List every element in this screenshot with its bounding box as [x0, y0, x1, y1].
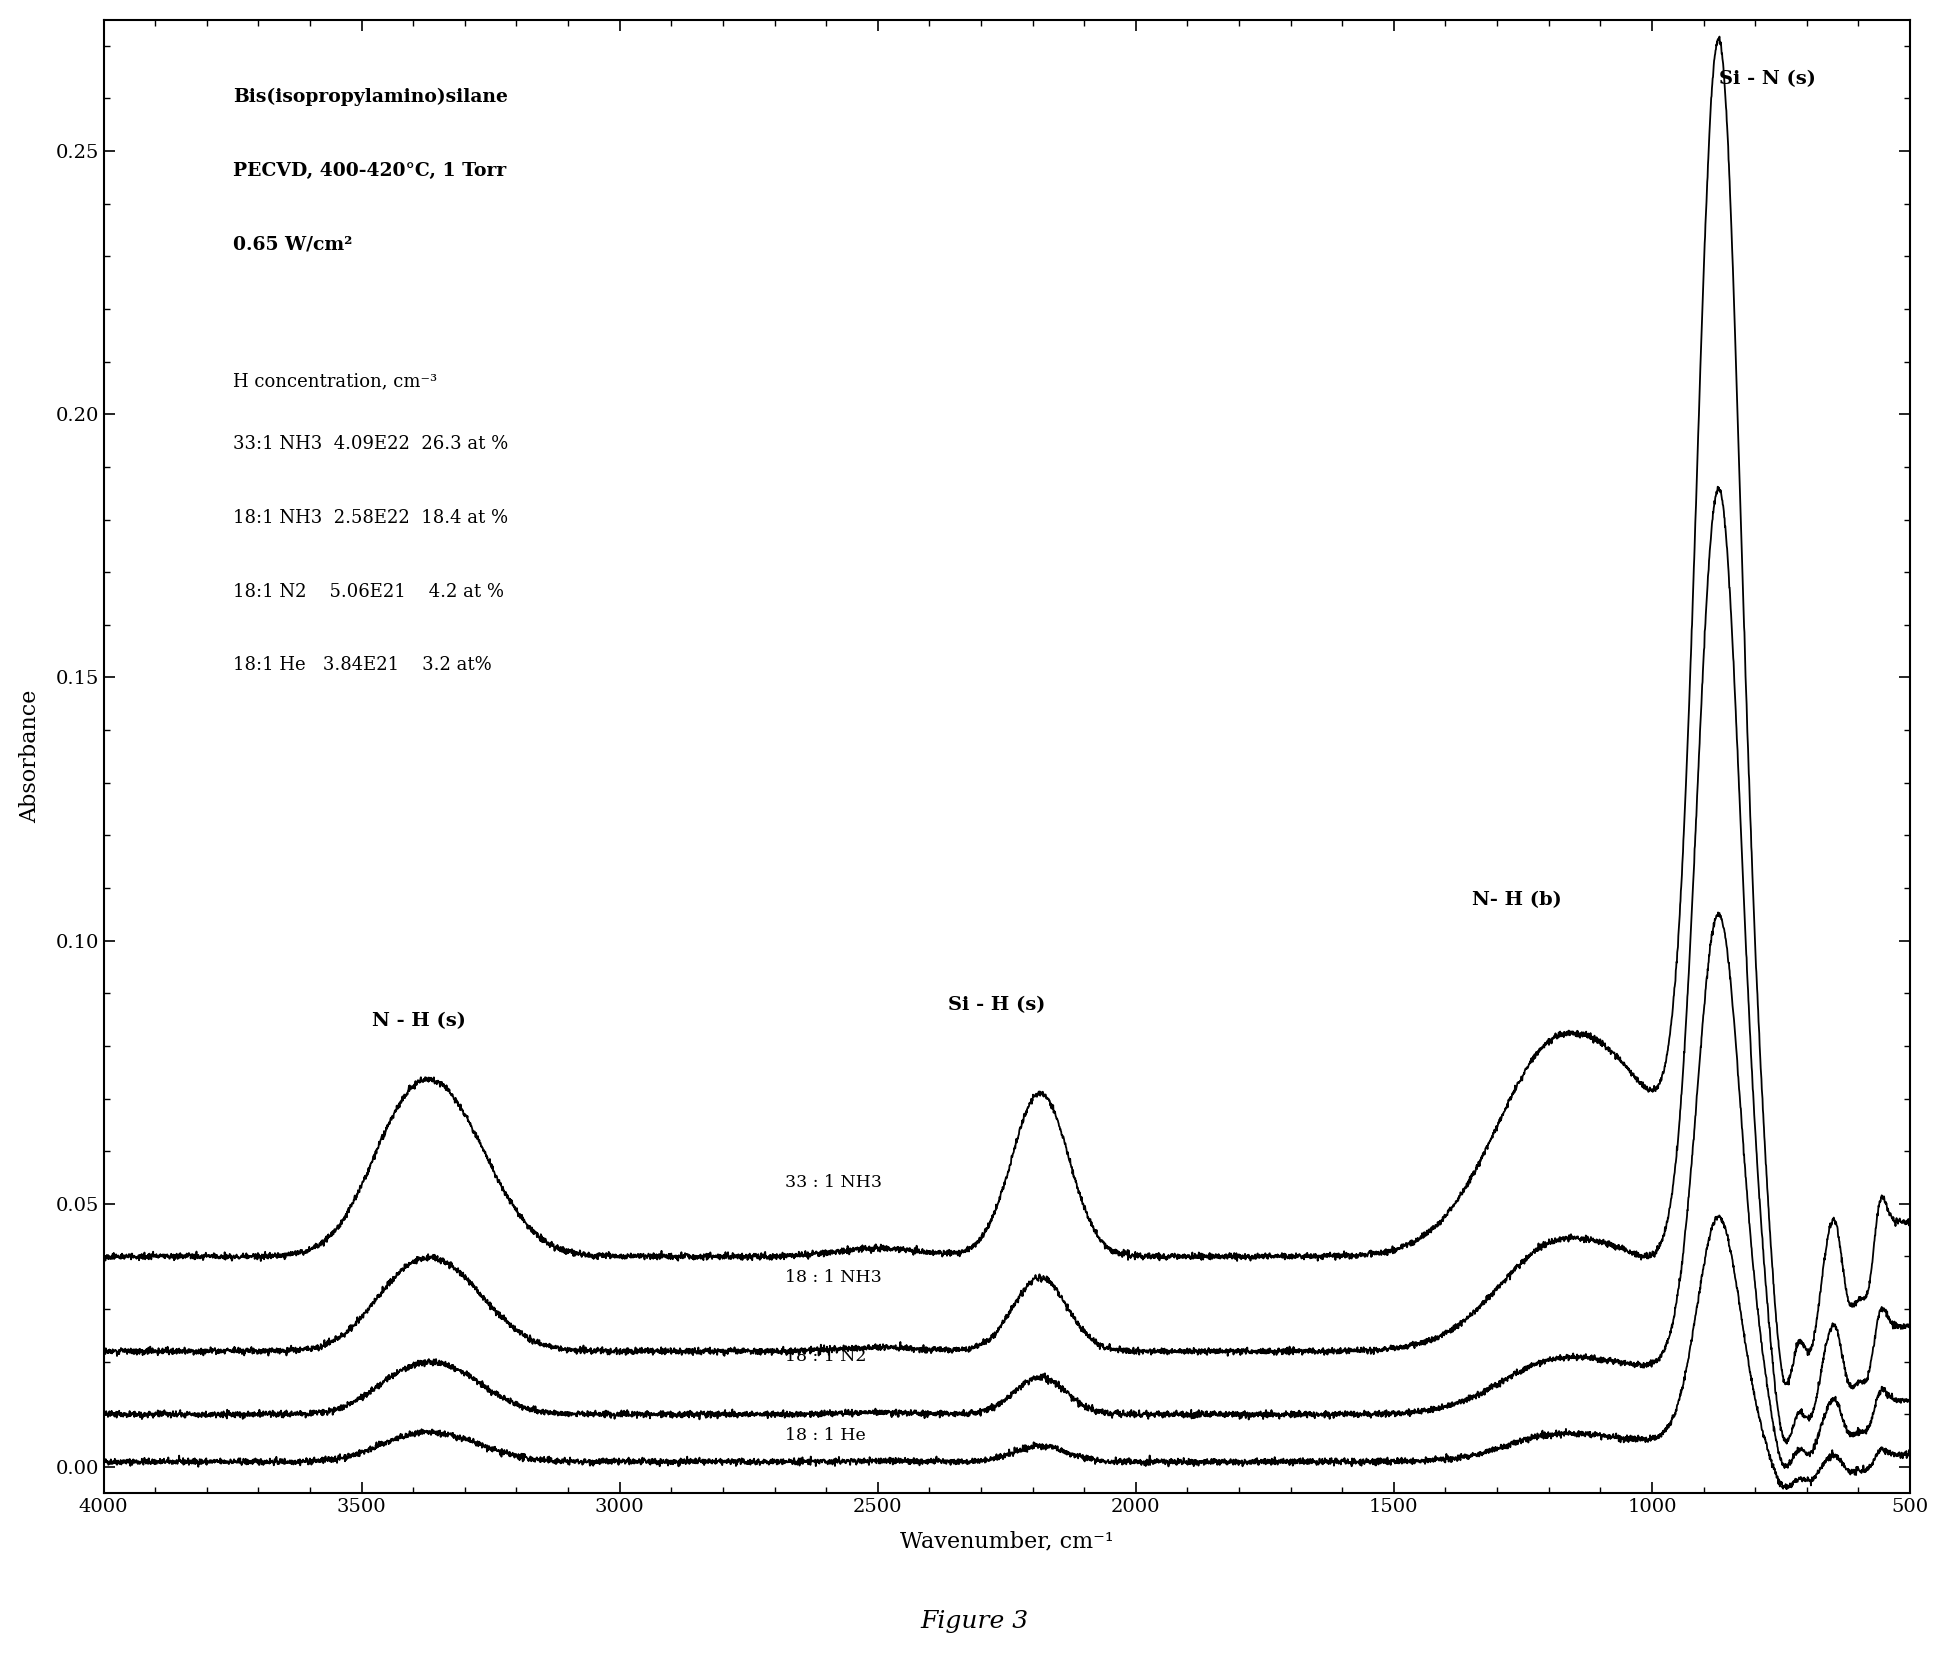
Text: 18 : 1 He: 18 : 1 He [785, 1427, 865, 1443]
Text: 33:1 NH3  4.09E22  26.3 at %: 33:1 NH3 4.09E22 26.3 at % [232, 436, 508, 454]
Text: 18:1 N2    5.06E21    4.2 at %: 18:1 N2 5.06E21 4.2 at % [232, 582, 505, 600]
Text: Si - N (s): Si - N (s) [1718, 70, 1816, 88]
Text: PECVD, 400-420°C, 1 Torr: PECVD, 400-420°C, 1 Torr [232, 161, 506, 180]
Text: 0.65 W/cm²: 0.65 W/cm² [232, 234, 353, 253]
Text: 18:1 NH3  2.58E22  18.4 at %: 18:1 NH3 2.58E22 18.4 at % [232, 509, 508, 527]
Y-axis label: Absorbance: Absorbance [19, 690, 41, 823]
Text: Figure 3: Figure 3 [919, 1610, 1029, 1633]
Text: N- H (b): N- H (b) [1473, 891, 1562, 910]
Text: 33 : 1 NH3: 33 : 1 NH3 [785, 1174, 882, 1191]
X-axis label: Wavenumber, cm⁻¹: Wavenumber, cm⁻¹ [900, 1530, 1114, 1552]
Text: 18 : 1 N2: 18 : 1 N2 [785, 1349, 867, 1365]
Text: N - H (s): N - H (s) [372, 1013, 466, 1029]
Text: 18:1 He   3.84E21    3.2 at%: 18:1 He 3.84E21 3.2 at% [232, 657, 491, 675]
Text: Bis(isopropylamino)silane: Bis(isopropylamino)silane [232, 88, 508, 106]
Text: H concentration, cm⁻³: H concentration, cm⁻³ [232, 373, 436, 391]
Text: 18 : 1 NH3: 18 : 1 NH3 [785, 1269, 882, 1285]
Text: Si - H (s): Si - H (s) [949, 996, 1046, 1014]
